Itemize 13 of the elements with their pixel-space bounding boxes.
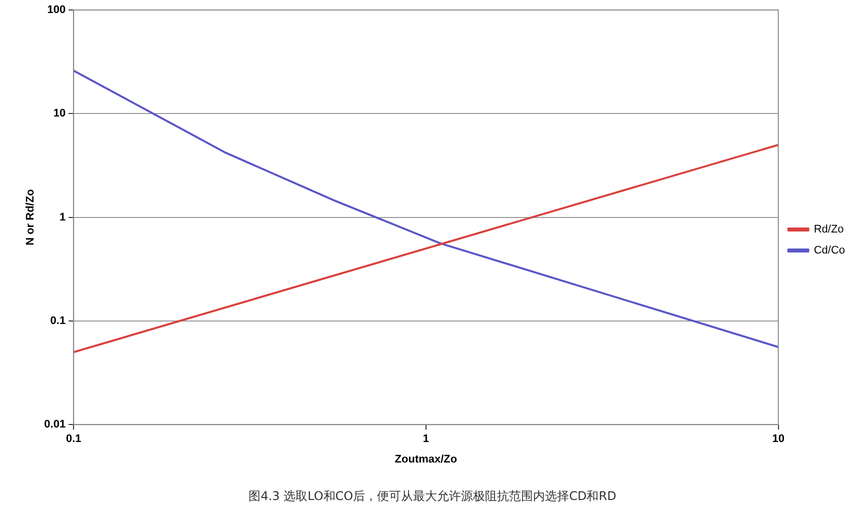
x-tick-label: 10 [772,433,784,446]
x-axis-title: Zoutmax/Zo [394,453,458,466]
caption: 图4.3 选取LO和CO后，便可从最大允许源极阻抗范围内选择CD和RD [248,488,618,505]
x-tick-label: 1 [422,433,430,446]
legend-label: Rd/Zo [814,224,844,236]
y-tick-label: 1 [59,211,66,224]
legend-label: Cd/Co [814,244,846,257]
x-tick-label: 0.1 [66,433,82,446]
y-tick-label: 100 [47,4,66,16]
y-axis-title: N or Rd/Zo [24,188,37,246]
y-tick-label: 10 [53,108,66,120]
y-tick-label: 0.1 [50,314,66,327]
y-tick-label: 0.01 [44,418,66,431]
